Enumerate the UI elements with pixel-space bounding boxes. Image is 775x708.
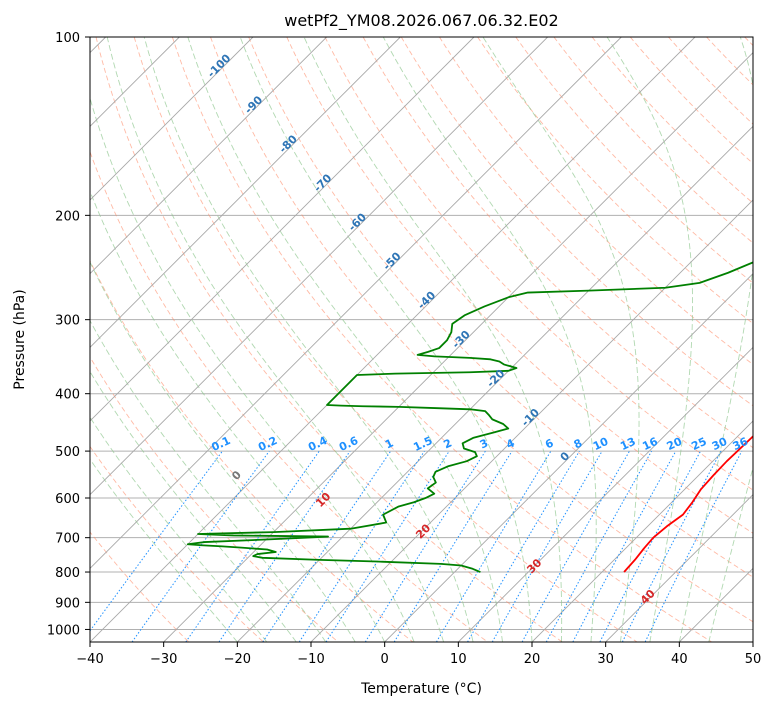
- dry-adiabat: [90, 150, 488, 642]
- mixing-ratio-label: 10: [591, 435, 611, 453]
- y-axis-ticks: 100 200 300 400 500 600 700 800 900 1000: [47, 31, 90, 638]
- isotherm-line: [90, 37, 327, 275]
- mixing-ratio-line: [435, 450, 552, 642]
- dry-adiabat: [400, 37, 753, 407]
- moist-adiabat: [482, 37, 640, 642]
- isotherm-line: [237, 125, 753, 642]
- y-tick-label: 200: [55, 209, 80, 224]
- x-tick-label: −10: [297, 652, 324, 667]
- isotherm-line: [163, 52, 753, 642]
- dry-adiabat: [248, 37, 753, 578]
- moist-adiabat: [303, 37, 563, 642]
- x-tick-label: 40: [671, 652, 688, 667]
- isotherm-line: [531, 420, 753, 642]
- plot-frame: [89, 36, 754, 643]
- dry-adiabat: [439, 37, 753, 365]
- moist-adiabat: [187, 37, 503, 642]
- x-tick-label: −20: [224, 652, 251, 667]
- moist-adiabat: [606, 37, 694, 642]
- dry-adiabat: [133, 37, 638, 642]
- x-tick-label: 0: [381, 652, 389, 667]
- mixing-ratio-line: [521, 450, 630, 642]
- moist-adiabat: [382, 37, 597, 642]
- moist-adiabat: [239, 37, 533, 642]
- background-grid: [90, 37, 753, 630]
- mixing-ratio-line: [545, 450, 653, 642]
- moist-adiabat: [106, 37, 445, 642]
- isotherm-line: [90, 37, 401, 348]
- mixing-ratio-line: [644, 450, 743, 642]
- isotherm-line: [90, 37, 254, 201]
- chart-title: wetPf2_YM08.2026.067.06.32.E02: [284, 11, 558, 31]
- moist-adiabat: [90, 190, 386, 642]
- mixing-ratio-line: [218, 450, 351, 642]
- dry-adiabat: [90, 531, 190, 642]
- y-tick-label: 500: [55, 445, 80, 460]
- moist-adiabat: [90, 370, 297, 642]
- mixing-ratio-label: 30: [710, 435, 730, 453]
- dry-adiabat: [286, 37, 753, 534]
- dry-adiabat: [210, 37, 753, 623]
- isotherm-line: [458, 346, 753, 642]
- mixing-ratio-line: [599, 450, 701, 642]
- mixing-ratio-line: [90, 450, 223, 632]
- isotherm-line: [90, 37, 475, 422]
- dry-adiabat: [324, 37, 753, 491]
- mixing-ratio-label: 20: [665, 435, 685, 453]
- temperature-profile: [623, 435, 753, 573]
- isotherm-line: [605, 494, 753, 642]
- isotherm-line: [90, 37, 696, 642]
- x-tick-label: 30: [597, 652, 614, 667]
- x-tick-label: 50: [745, 652, 762, 667]
- x-axis-ticks: −40 −30 −20 −10 0 10 20 30 40 50: [76, 642, 761, 667]
- dry-adiabat: [362, 37, 753, 449]
- y-tick-label: 900: [55, 596, 80, 611]
- moist-adiabat: [143, 37, 474, 642]
- profile-series: [186, 261, 753, 573]
- dry-adiabat: [171, 37, 712, 642]
- y-tick-label: 700: [55, 532, 80, 547]
- mixing-ratio-line: [325, 450, 450, 642]
- dry-adiabat: [515, 37, 753, 284]
- mixing-ratio-label: 13: [618, 435, 637, 453]
- moist-adiabat: [90, 416, 268, 642]
- y-axis-title: Pressure (hPa): [12, 289, 28, 389]
- dry-adiabat: [477, 37, 753, 325]
- isotherm-line: [384, 273, 753, 642]
- dry-adiabat: [90, 259, 414, 642]
- mixing-ratio-line: [262, 450, 392, 642]
- mixing-ratio-line: [298, 450, 425, 642]
- y-tick-label: 800: [55, 566, 80, 581]
- moist-adiabat: [678, 37, 753, 642]
- y-tick-label: 400: [55, 388, 80, 403]
- x-axis-title: Temperature (°C): [360, 681, 482, 697]
- x-tick-label: −40: [76, 652, 103, 667]
- mixing-ratio-line: [572, 450, 677, 642]
- mixing-ratio-line: [185, 450, 320, 642]
- isotherm-line: [90, 37, 548, 496]
- x-tick-label: −30: [150, 652, 177, 667]
- isotherm-line: [90, 37, 622, 569]
- moist-adiabats: [90, 37, 753, 642]
- y-tick-label: 100: [55, 31, 80, 46]
- x-tick-label: 10: [450, 652, 467, 667]
- x-tick-label: 20: [524, 652, 541, 667]
- dry-adiabat: [90, 445, 264, 642]
- y-tick-label: 1000: [47, 623, 80, 638]
- dry-adiabat: [95, 37, 563, 642]
- moist-adiabat: [90, 260, 356, 642]
- isotherm-line: [310, 199, 753, 642]
- isotherms: [90, 37, 753, 642]
- mixing-ratio-label: 36: [731, 435, 751, 453]
- mixing-ratio-line: [131, 450, 270, 642]
- y-tick-label: 600: [55, 492, 80, 507]
- mixing-ratio-label: 16: [640, 435, 660, 453]
- moist-adiabat: [90, 458, 238, 642]
- mixing-ratio-label: 25: [689, 435, 708, 453]
- mixing-ratio-line: [364, 450, 486, 642]
- y-tick-label: 300: [55, 314, 80, 329]
- dewpoint-profile: [186, 261, 753, 573]
